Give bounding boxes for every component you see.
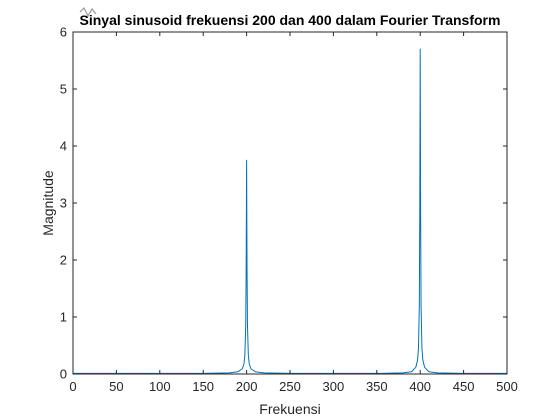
- x-tick-label: 500: [496, 379, 518, 394]
- y-tick-label: 1: [60, 310, 67, 325]
- x-tick-label: 150: [192, 379, 214, 394]
- y-tick-label: 2: [60, 253, 67, 268]
- y-tick-label: 0: [60, 367, 67, 382]
- y-axis-label: Magnitude: [40, 170, 56, 236]
- plot-area: [73, 32, 507, 374]
- x-axis-label: Frekuensi: [259, 401, 320, 417]
- y-axis-ticks: 0 1 2 3 4 5 6: [60, 25, 507, 382]
- x-tick-label: 100: [149, 379, 171, 394]
- y-tick-label: 4: [60, 139, 67, 154]
- y-tick-label: 6: [60, 25, 67, 40]
- y-tick-label: 3: [60, 196, 67, 211]
- x-tick-label: 200: [236, 379, 258, 394]
- x-tick-label: 0: [69, 379, 76, 394]
- chart-title: Sinyal sinusoid frekuensi 200 dan 400 da…: [80, 12, 501, 28]
- x-tick-label: 450: [453, 379, 475, 394]
- x-tick-label: 400: [409, 379, 431, 394]
- x-tick-label: 50: [109, 379, 123, 394]
- y-tick-label: 5: [60, 82, 67, 97]
- matlab-figure-icon: [79, 6, 97, 18]
- x-tick-label: 350: [366, 379, 388, 394]
- x-axis-ticks: 0 50 100 150 200 250 300 350 400 450 500: [69, 32, 518, 394]
- x-tick-label: 300: [323, 379, 345, 394]
- x-tick-label: 250: [279, 379, 301, 394]
